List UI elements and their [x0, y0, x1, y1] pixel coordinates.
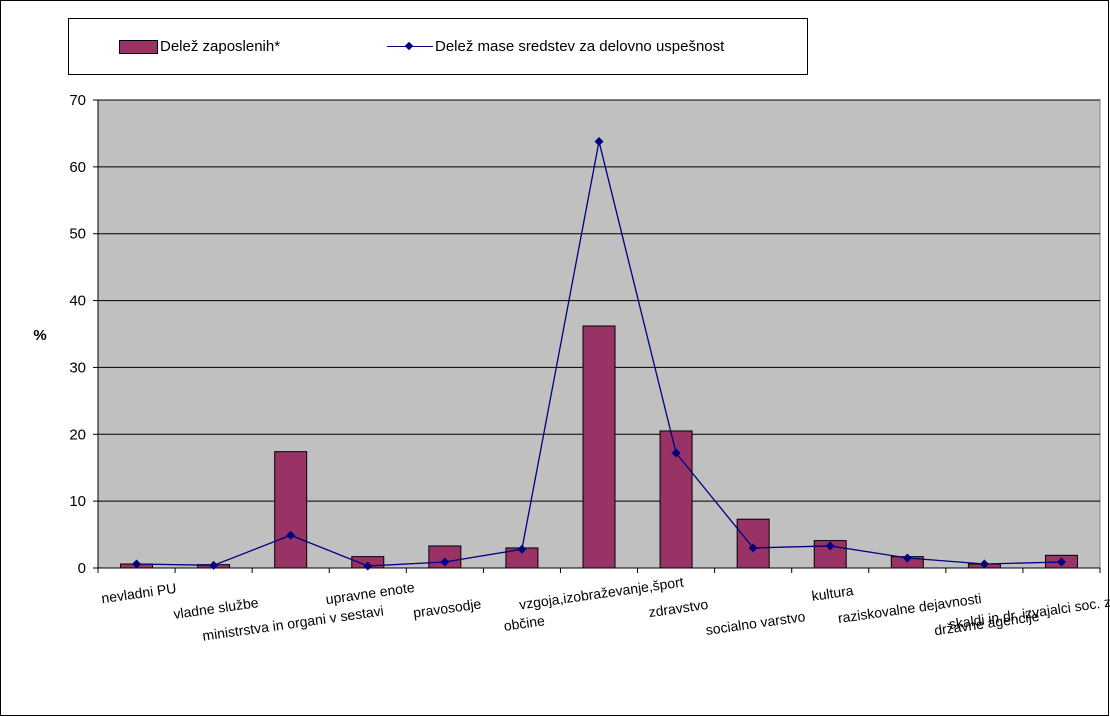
y-tick-label: 40	[69, 293, 86, 310]
y-tick-label: 60	[69, 159, 86, 176]
y-tick-label: 0	[78, 560, 86, 577]
line-marker	[594, 136, 604, 146]
legend-line-swatch	[387, 41, 433, 53]
legend-label-line: Delež mase sredstev za delovno uspešnost	[435, 38, 725, 55]
line-marker	[132, 559, 142, 569]
legend-bar-swatch	[119, 39, 158, 54]
line-marker	[517, 544, 527, 554]
legend: Delež zaposlenih* Delež mase sredstev za…	[68, 18, 808, 75]
y-tick-label: 50	[69, 226, 86, 243]
legend-item-line: Delež mase sredstev za delovno uspešnost	[387, 19, 724, 74]
line-marker	[748, 543, 758, 553]
line-marker	[902, 553, 912, 563]
x-tick-label: socialno varstvo	[705, 608, 807, 638]
x-tick-label: kultura	[811, 582, 855, 604]
line-marker	[286, 530, 296, 540]
line-marker	[440, 557, 450, 567]
bar	[274, 451, 308, 569]
x-tick-label: upravne enote	[325, 579, 416, 607]
x-tick-label: občine	[503, 612, 546, 634]
line-marker	[671, 448, 681, 458]
line-marker	[1056, 557, 1066, 567]
line-marker	[825, 541, 835, 551]
x-tick-label: vladne službe	[172, 594, 259, 622]
line-marker	[209, 560, 219, 570]
y-tick-label: 10	[69, 493, 86, 510]
legend-label-bars: Delež zaposlenih*	[160, 38, 281, 55]
x-tick-label: zdravstvo	[648, 596, 710, 620]
line-marker	[979, 559, 989, 569]
x-tick-label: nevladni PU	[100, 580, 177, 606]
y-tick-label: 20	[69, 426, 86, 443]
bar	[582, 325, 616, 569]
legend-item-bars: Delež zaposlenih*	[119, 19, 280, 74]
y-tick-label: 70	[69, 92, 86, 109]
line-marker	[363, 561, 373, 571]
y-axis-label: %	[33, 327, 46, 344]
y-tick-label: 30	[69, 359, 86, 376]
x-tick-label: pravosodje	[412, 595, 482, 620]
